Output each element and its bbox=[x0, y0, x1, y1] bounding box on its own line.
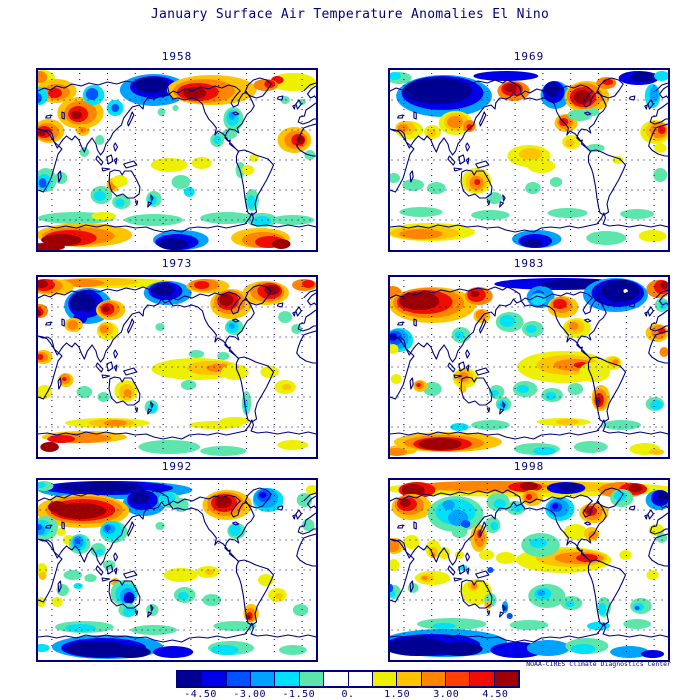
colorbar-segment bbox=[397, 672, 422, 686]
colorbar-segment bbox=[275, 672, 300, 686]
coastline bbox=[38, 488, 316, 642]
panel-1958: 1958 bbox=[36, 51, 318, 252]
world-map-1973 bbox=[36, 275, 318, 459]
panel-1969: 1969 bbox=[388, 51, 670, 252]
anomaly-field-1992 bbox=[38, 481, 316, 659]
world-map-1969 bbox=[388, 68, 670, 252]
colorbar-tick-label: 3.00 bbox=[433, 689, 460, 700]
colorbar-tick-label: 1.50 bbox=[384, 689, 411, 700]
colorbar-tick-label: -3.00 bbox=[233, 689, 267, 700]
colorbar-segment bbox=[421, 672, 446, 686]
credit-text: NOAA-CIRES Climate Diagnostics Center bbox=[526, 660, 671, 668]
colorbar-segment bbox=[226, 672, 252, 686]
panel-1998: 1998 bbox=[388, 461, 670, 662]
world-map-1998 bbox=[388, 478, 670, 662]
colorbar-segment bbox=[299, 672, 325, 686]
colorbar-tick-label: 0. bbox=[341, 689, 355, 700]
panel-1983: 1983 bbox=[388, 258, 670, 459]
colorbar: -4.50 -3.00 -1.50 0. 1.50 3.00 4.50 bbox=[176, 670, 520, 700]
colorbar-segment bbox=[372, 672, 398, 686]
colorbar-segment bbox=[251, 672, 276, 686]
colorbar-segment bbox=[445, 672, 471, 686]
anomaly-field-1998 bbox=[390, 481, 668, 658]
coastline bbox=[38, 78, 316, 232]
colorbar-segment bbox=[348, 672, 373, 686]
colorbar-segment bbox=[494, 672, 519, 686]
colorbar-tick-labels: -4.50 -3.00 -1.50 0. 1.50 3.00 4.50 bbox=[176, 689, 520, 700]
coastline bbox=[38, 285, 316, 439]
coastline bbox=[390, 78, 668, 232]
panel-year-label: 1998 bbox=[513, 460, 545, 473]
colorbar-tick-label: -1.50 bbox=[282, 689, 316, 700]
anomaly-field-1983 bbox=[390, 278, 668, 456]
colorbar-tick-label: -4.50 bbox=[184, 689, 217, 700]
colorbar-swatches bbox=[176, 670, 520, 688]
colorbar-segment bbox=[202, 672, 227, 686]
world-map-1992 bbox=[36, 478, 318, 662]
colorbar-segment bbox=[178, 672, 203, 686]
anomaly-field-1969 bbox=[390, 71, 668, 248]
colorbar-segment bbox=[470, 672, 495, 686]
panel-1992: 1992 bbox=[36, 461, 318, 662]
figure-title: January Surface Air Temperature Anomalie… bbox=[150, 7, 550, 22]
panel-year-label: 1983 bbox=[513, 257, 545, 270]
colorbar-segment bbox=[324, 672, 349, 686]
panel-year-label: 1969 bbox=[513, 50, 545, 63]
coastline bbox=[390, 285, 668, 439]
anomaly-field-1973 bbox=[38, 278, 316, 456]
coastline bbox=[390, 488, 668, 642]
world-map-1958 bbox=[36, 68, 318, 252]
colorbar-tick-label: 4.50 bbox=[482, 689, 509, 700]
panel-year-label: 1973 bbox=[161, 257, 193, 270]
panel-1973: 1973 bbox=[36, 258, 318, 459]
panel-year-label: 1992 bbox=[161, 460, 193, 473]
panel-year-label: 1958 bbox=[161, 50, 193, 63]
world-map-1983 bbox=[388, 275, 670, 459]
anomaly-field-1958 bbox=[38, 70, 316, 250]
